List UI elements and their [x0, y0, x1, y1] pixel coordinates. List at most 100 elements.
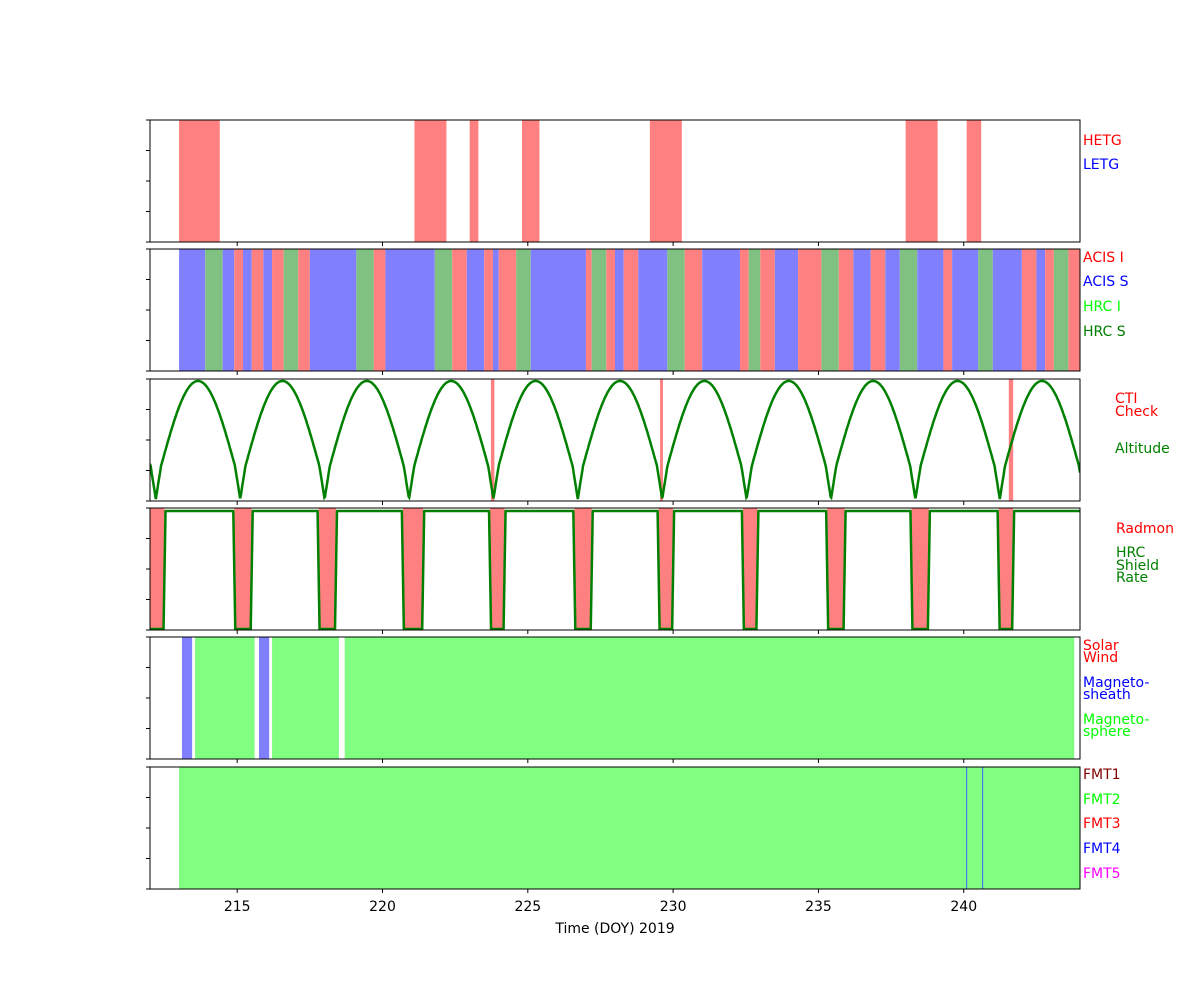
span-red: [234, 249, 243, 371]
x-tick-label: 215: [224, 899, 251, 915]
span-dkgreen: [356, 249, 374, 371]
span-red: [498, 249, 517, 371]
span-red: [150, 508, 165, 630]
span-red: [373, 249, 386, 371]
x-tick-label: 220: [369, 899, 396, 915]
span-red: [838, 249, 854, 371]
span-red: [484, 249, 493, 371]
span-red: [490, 508, 505, 630]
legend-label: Magneto-: [1083, 712, 1149, 728]
span-red: [798, 249, 822, 371]
span-blue: [1036, 249, 1046, 371]
span-red: [623, 249, 639, 371]
span-red: [998, 508, 1014, 630]
span-blue: [466, 249, 485, 371]
x-tick-label: 235: [805, 899, 832, 915]
panel-frame: [149, 507, 1081, 631]
panel-plot-area: [150, 508, 1080, 630]
legend-label: FMT3: [1083, 816, 1121, 832]
span-blue: [179, 249, 206, 371]
legend-label: sphere: [1083, 724, 1131, 740]
span-red: [469, 120, 479, 242]
legend-label: LETG: [1083, 157, 1119, 173]
span-red: [251, 249, 264, 371]
span-blue: [222, 249, 235, 371]
legend-label: Check: [1115, 404, 1159, 420]
span-red: [870, 249, 886, 371]
span-red: [649, 120, 682, 242]
span-red: [574, 508, 592, 630]
span-red: [490, 379, 495, 501]
span-green: [344, 637, 1075, 759]
span-blue: [917, 249, 944, 371]
span-blue: [638, 249, 668, 371]
span-dkgreen: [516, 249, 531, 371]
span-red: [272, 249, 284, 371]
span-red: [911, 508, 929, 630]
panel-instrument: ACIS I ACIS S HRC I HRC S: [146, 248, 1129, 375]
span-dkgreen: [748, 249, 761, 371]
span-red: [1045, 249, 1054, 371]
span-red: [414, 120, 447, 242]
span-dkgreen: [591, 249, 607, 371]
span-red: [742, 508, 758, 630]
legend-label: Solar: [1083, 638, 1119, 654]
x-axis: 215 220 225 230 235 240: [224, 899, 977, 915]
span-blue: [181, 637, 193, 759]
altitude-line: [150, 379, 1080, 501]
span-red: [298, 249, 310, 371]
panel-plot-area: [150, 379, 1080, 501]
panel-frame: [149, 378, 1081, 502]
span-blue: [258, 637, 270, 759]
span-red: [452, 249, 467, 371]
span-red: [760, 249, 775, 371]
legend-label: FMT2: [1083, 792, 1121, 808]
span-red: [318, 508, 336, 630]
legend-label: HETG: [1083, 133, 1122, 149]
span-blue: [309, 249, 357, 371]
legend-label: HRC I: [1083, 299, 1121, 315]
x-axis-label: Time (DOY) 2019: [554, 921, 674, 937]
span-red: [660, 379, 663, 501]
span-blue: [385, 249, 435, 371]
legend-label: Altitude: [1115, 441, 1170, 457]
legend-label: Rate: [1116, 570, 1148, 586]
span-dkgreen: [205, 249, 223, 371]
span-red: [739, 249, 749, 371]
span-blue: [615, 249, 624, 371]
legend-label: FMT1: [1083, 767, 1121, 783]
span-blue: [243, 249, 252, 371]
span-red: [522, 120, 540, 242]
span-blue: [492, 249, 499, 371]
panel-frame: [149, 119, 1081, 243]
span-red: [234, 508, 252, 630]
span-blue: [530, 249, 586, 371]
panel-plot-area: [181, 637, 1075, 759]
span-red: [1021, 249, 1037, 371]
span-red: [179, 120, 220, 242]
span-dkgreen: [434, 249, 453, 371]
span-blue: [885, 249, 900, 371]
span-blue: [952, 249, 979, 371]
span-red: [606, 249, 615, 371]
x-tick-label: 230: [660, 899, 687, 915]
span-red: [905, 120, 938, 242]
span-blue: [263, 249, 273, 371]
span-blue: [774, 249, 799, 371]
span-red: [966, 120, 982, 242]
span-red: [585, 249, 592, 371]
span-blue: [992, 249, 1022, 371]
legend-label: ACIS I: [1083, 250, 1124, 266]
legend-label: FMT5: [1083, 866, 1121, 882]
panel-plot-area: [179, 249, 1080, 371]
span-green: [272, 637, 339, 759]
span-red: [684, 249, 703, 371]
span-dkgreen: [667, 249, 685, 371]
span-dkgreen: [283, 249, 299, 371]
legend-label: HRC: [1116, 545, 1146, 561]
shield-rate-line: [150, 509, 1080, 630]
